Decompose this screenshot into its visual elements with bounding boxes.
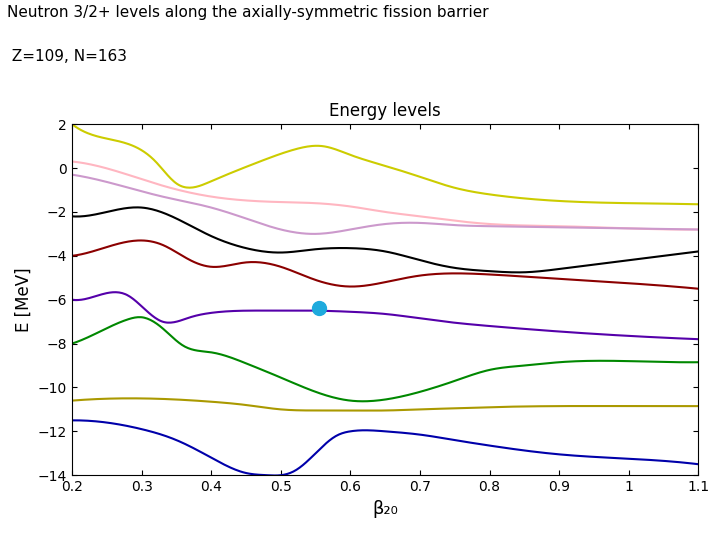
Y-axis label: E [MeV]: E [MeV]: [14, 267, 32, 332]
Title: Energy levels: Energy levels: [329, 102, 441, 120]
Point: [313, 304, 325, 313]
Text: Z=109, N=163: Z=109, N=163: [7, 49, 127, 64]
Text: Neutron 3/2+ levels along the axially-symmetric fission barrier: Neutron 3/2+ levels along the axially-sy…: [7, 5, 489, 21]
X-axis label: β₂₀: β₂₀: [372, 500, 398, 518]
